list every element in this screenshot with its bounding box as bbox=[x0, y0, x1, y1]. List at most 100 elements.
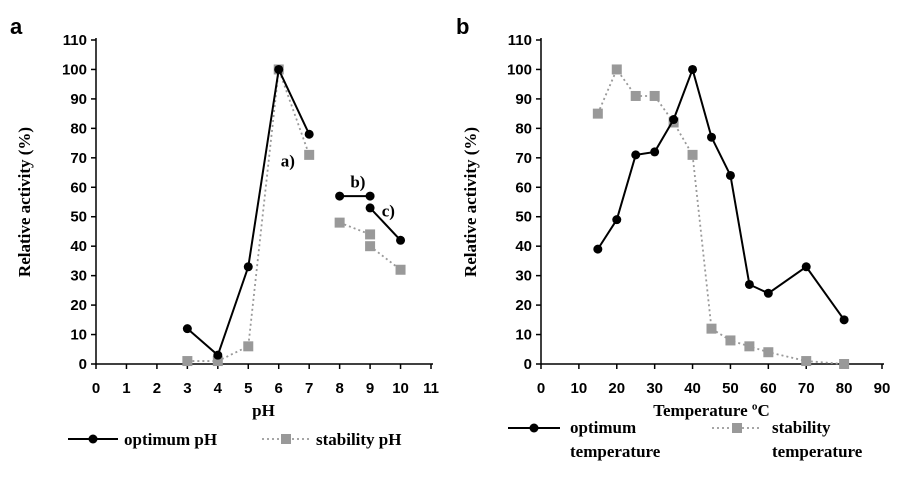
data-point-circle bbox=[631, 150, 641, 160]
x-tick-label: 2 bbox=[153, 380, 161, 397]
data-point-square bbox=[611, 64, 622, 75]
data-point-circle bbox=[688, 64, 698, 74]
data-point-square bbox=[649, 90, 660, 101]
legend-label: stability pH bbox=[316, 430, 402, 449]
y-tick-label: 110 bbox=[508, 32, 532, 49]
y-tick-label: 0 bbox=[79, 356, 87, 373]
data-point-square bbox=[630, 90, 641, 101]
y-tick-label: 10 bbox=[70, 327, 87, 344]
data-point-circle bbox=[274, 64, 284, 74]
x-tick-label: 90 bbox=[874, 380, 891, 397]
data-point-square bbox=[365, 241, 376, 252]
y-tick-label: 40 bbox=[515, 238, 532, 255]
legend-label: temperature bbox=[772, 442, 863, 461]
y-tick-label: 60 bbox=[515, 179, 532, 196]
data-point-square bbox=[395, 264, 406, 275]
y-tick-label: 90 bbox=[70, 91, 87, 108]
series-optimum bbox=[182, 64, 406, 360]
data-point-square bbox=[592, 108, 603, 119]
x-tick-label: 50 bbox=[722, 380, 739, 397]
legend-label: optimum pH bbox=[124, 430, 217, 449]
x-tick-label: 30 bbox=[646, 380, 663, 397]
x-tick-label: 0 bbox=[537, 380, 545, 397]
y-tick-label: 50 bbox=[70, 209, 87, 226]
legend-marker-circle bbox=[529, 423, 539, 433]
x-tick-label: 40 bbox=[684, 380, 701, 397]
data-point-circle bbox=[365, 191, 375, 201]
data-point-square bbox=[744, 341, 755, 352]
x-axis-title: Temperature ºC bbox=[653, 401, 770, 420]
x-tick-label: 1 bbox=[122, 380, 130, 397]
data-point-square bbox=[334, 217, 345, 228]
legend-marker-square bbox=[732, 423, 742, 433]
series-line bbox=[369, 245, 402, 271]
y-tick-label: 20 bbox=[70, 297, 87, 314]
data-point-circle bbox=[763, 288, 773, 298]
legend-marker-square bbox=[281, 434, 291, 444]
x-tick-label: 8 bbox=[335, 380, 343, 397]
data-point-square bbox=[182, 356, 193, 367]
x-tick-label: 7 bbox=[305, 380, 313, 397]
series-optimum bbox=[593, 64, 849, 325]
series-line bbox=[186, 66, 311, 357]
y-tick-label: 100 bbox=[62, 61, 87, 78]
data-point-circle bbox=[396, 235, 406, 245]
y-tick-label: 70 bbox=[515, 150, 532, 167]
data-point-circle bbox=[213, 350, 223, 360]
data-point-circle bbox=[707, 132, 716, 142]
legend-marker-circle bbox=[88, 434, 98, 444]
x-axis-title: pH bbox=[252, 401, 275, 420]
x-tick-label: 20 bbox=[608, 380, 625, 397]
legend-label: optimum bbox=[570, 418, 636, 437]
data-point-circle bbox=[669, 115, 679, 125]
y-axis-title: Relative activity (%) bbox=[15, 127, 34, 277]
y-tick-label: 30 bbox=[70, 268, 87, 285]
x-tick-label: 9 bbox=[366, 380, 374, 397]
data-point-circle bbox=[725, 170, 735, 180]
x-tick-label: 0 bbox=[92, 380, 100, 397]
data-point-circle bbox=[612, 215, 622, 225]
x-tick-label: 70 bbox=[798, 380, 815, 397]
y-tick-label: 40 bbox=[70, 238, 87, 255]
y-tick-label: 30 bbox=[515, 268, 532, 285]
x-tick-label: 3 bbox=[183, 380, 191, 397]
x-tick-label: 10 bbox=[392, 380, 409, 397]
legend-label: stability bbox=[772, 418, 831, 437]
data-point-square bbox=[725, 335, 736, 346]
data-point-square bbox=[801, 356, 812, 367]
data-point-circle bbox=[744, 279, 754, 289]
x-tick-label: 60 bbox=[760, 380, 777, 397]
series-stability bbox=[592, 64, 850, 369]
y-tick-label: 100 bbox=[507, 61, 532, 78]
annotation-label: b) bbox=[350, 172, 365, 191]
x-tick-label: 80 bbox=[836, 380, 853, 397]
y-axis-title: Relative activity (%) bbox=[461, 127, 480, 277]
y-tick-label: 60 bbox=[70, 179, 87, 196]
data-point-square bbox=[243, 341, 254, 352]
y-tick-label: 110 bbox=[63, 32, 87, 49]
x-tick-label: 6 bbox=[275, 380, 283, 397]
y-tick-label: 80 bbox=[70, 120, 87, 137]
y-tick-label: 50 bbox=[515, 209, 532, 226]
x-tick-label: 5 bbox=[244, 380, 252, 397]
y-tick-label: 0 bbox=[524, 356, 532, 373]
panel-b: b 0 10 20 30 40 50 60 70 80 90 100 110 0 10 20 30 40 50 60 7… bbox=[456, 14, 890, 461]
data-point-circle bbox=[593, 244, 603, 254]
series-line bbox=[187, 69, 311, 362]
y-tick-label: 10 bbox=[515, 327, 532, 344]
annotation-label: a) bbox=[281, 152, 295, 171]
data-point-circle bbox=[365, 203, 375, 213]
panel-letter: a bbox=[10, 14, 23, 39]
data-point-square bbox=[839, 359, 850, 369]
y-tick-label: 80 bbox=[515, 120, 532, 137]
data-point-square bbox=[706, 323, 717, 334]
data-point-square bbox=[304, 149, 315, 160]
data-point-circle bbox=[650, 147, 660, 157]
series-stability bbox=[182, 64, 406, 367]
data-point-circle bbox=[182, 324, 192, 334]
legend-label: temperature bbox=[570, 442, 661, 461]
y-tick-label: 70 bbox=[70, 150, 87, 167]
annotation-label: c) bbox=[382, 202, 395, 221]
series-line bbox=[596, 66, 845, 321]
